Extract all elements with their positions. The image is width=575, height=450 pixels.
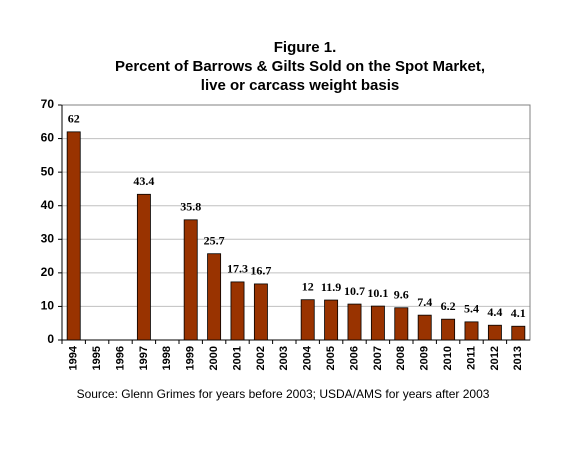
x-tick-label: 2008 <box>395 346 407 370</box>
bar <box>394 307 409 341</box>
x-tick-label: 2011 <box>465 346 477 370</box>
y-tick-label: 70 <box>41 97 55 111</box>
x-tick-label: 2001 <box>231 346 243 370</box>
value-label: 11.9 <box>321 280 341 294</box>
y-tick-label: 10 <box>41 299 55 313</box>
bar <box>370 305 385 341</box>
bar <box>66 131 81 341</box>
y-tick-label: 30 <box>41 231 55 245</box>
y-tick-label: 60 <box>41 131 55 145</box>
x-tick-label: 2009 <box>419 346 431 370</box>
x-tick-label: 2002 <box>255 346 267 370</box>
x-tick-label: 1998 <box>161 346 173 370</box>
bar <box>441 318 456 341</box>
value-label: 25.7 <box>204 233 225 247</box>
source-note: Source: Glenn Grimes for years before 20… <box>77 387 490 401</box>
y-tick-label: 0 <box>47 332 54 346</box>
bar <box>487 324 502 341</box>
x-tick-label: 1997 <box>138 346 150 370</box>
bar <box>300 299 315 341</box>
value-label: 12 <box>302 279 314 293</box>
chart-title: live or carcass weight basis <box>201 77 399 94</box>
chart-title: Percent of Barrows & Gilts Sold on the S… <box>115 58 485 75</box>
value-label: 7.4 <box>417 295 432 309</box>
value-label: 10.7 <box>344 284 365 298</box>
bar <box>511 325 526 341</box>
y-tick-label: 20 <box>41 265 55 279</box>
bar <box>230 281 245 341</box>
value-label: 43.4 <box>133 174 154 188</box>
bar <box>253 283 268 341</box>
value-label: 62 <box>68 112 80 126</box>
bar <box>417 314 432 341</box>
value-label: 35.8 <box>180 200 201 214</box>
value-label: 17.3 <box>227 262 248 276</box>
y-tick-label: 40 <box>41 198 55 212</box>
x-tick-label: 2012 <box>489 346 501 370</box>
bar <box>183 219 198 341</box>
x-tick-label: 1996 <box>114 346 126 370</box>
x-tick-label: 2013 <box>512 346 524 370</box>
bar <box>207 253 222 341</box>
x-tick-label: 2007 <box>372 346 384 370</box>
x-tick-label: 2006 <box>348 346 360 370</box>
value-label: 4.4 <box>487 305 502 319</box>
y-tick-label: 50 <box>41 164 55 178</box>
x-tick-label: 1995 <box>91 346 103 370</box>
x-tick-label: 2003 <box>278 346 290 370</box>
bar <box>347 303 362 341</box>
x-tick-label: 2010 <box>442 346 454 370</box>
x-tick-label: 2004 <box>302 345 314 370</box>
bar <box>464 321 479 341</box>
value-label: 9.6 <box>394 288 409 302</box>
bar <box>324 299 339 341</box>
x-tick-label: 2005 <box>325 346 337 370</box>
chart-title: Figure 1. <box>274 39 337 56</box>
x-tick-label: 1999 <box>185 346 197 370</box>
value-label: 4.1 <box>511 306 526 320</box>
x-tick-label: 2000 <box>208 346 220 370</box>
value-label: 5.4 <box>464 302 479 316</box>
value-label: 10.1 <box>367 286 388 300</box>
bar <box>136 193 151 341</box>
x-tick-label: 1994 <box>68 345 80 370</box>
plot-frame <box>61 104 531 341</box>
value-label: 16.7 <box>250 264 271 278</box>
value-label: 6.2 <box>441 299 456 313</box>
